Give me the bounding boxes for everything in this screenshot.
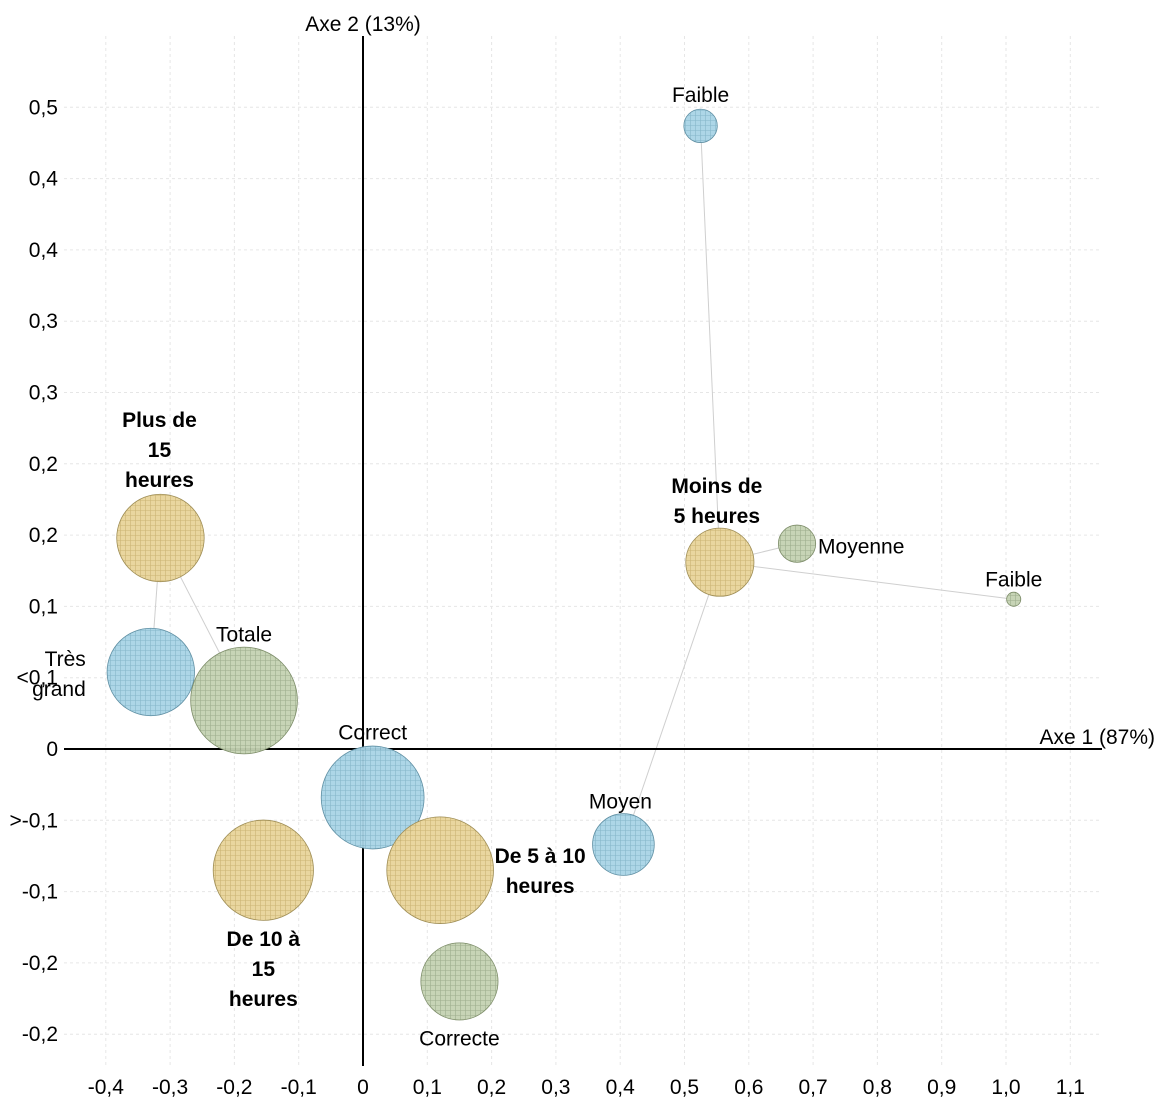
point-label-line: 15 — [252, 958, 276, 981]
bubble-tr-s-grand — [106, 627, 195, 717]
bubble-correcte — [420, 942, 499, 1021]
bubble-de-5-10-heures — [386, 816, 494, 924]
x-tick-label: 0,9 — [927, 1076, 956, 1099]
point-label-line: De 10 à — [227, 928, 301, 951]
x-tick-label: 0,1 — [413, 1076, 442, 1099]
bubble-correct — [320, 745, 425, 850]
bubble-moyenne — [777, 524, 817, 563]
bubble-faible — [1006, 591, 1022, 607]
x-tick-label: -0,2 — [216, 1076, 252, 1099]
x-tick-label: 0,4 — [606, 1076, 636, 1099]
x-tick-label: 0,6 — [734, 1076, 763, 1099]
point-label-line: Moins de — [671, 475, 762, 498]
y-tick-label: 0,1 — [29, 595, 58, 618]
point-label-line: Très — [45, 648, 86, 671]
x-tick-label: 0,5 — [670, 1076, 699, 1099]
point-label-line: Plus de — [122, 409, 197, 432]
x-tick-label: -0,1 — [281, 1076, 317, 1099]
point-label: Correcte — [419, 1027, 500, 1050]
bubble-plus-de-15-heures — [116, 493, 205, 583]
bubble-moyen — [592, 813, 655, 876]
y-tick-label: 0,4 — [29, 239, 59, 262]
bubble-de-10-15-heures — [212, 819, 314, 921]
y-tick-label: <0,1 — [17, 667, 58, 690]
point-label: Faible — [985, 568, 1042, 591]
x-tick-label: -0,3 — [152, 1076, 188, 1099]
point-label: Moyen — [589, 791, 652, 814]
x-tick-label: 1,0 — [991, 1076, 1020, 1099]
point-label-line: heures — [506, 875, 575, 898]
point-label-line: De 5 à 10 — [495, 845, 586, 868]
point-label-line: heures — [229, 988, 298, 1011]
tick-labels: -0,4 -0,3 -0,2 -0,1 0 0,1 0,2 0,3 0,4 0,5 0,6 0,7 0,… — [10, 96, 1085, 1099]
point-label: Plus de 15 heures — [122, 409, 197, 492]
point-label: Totale — [216, 624, 272, 647]
y-tick-label: -0,2 — [22, 1023, 58, 1046]
connector-line — [622, 562, 721, 845]
point-label-line: grand — [32, 678, 86, 701]
point-labels: Faible Moyen Correct Très grand Moins de 5 heu… — [32, 84, 1042, 1051]
y-axis-title: Axe 2 (13%) — [305, 13, 421, 36]
x-axis-title: Axe 1 (87%) — [1039, 726, 1155, 749]
connector-line — [700, 125, 721, 563]
point-label: De 10 à 15 heures — [227, 928, 301, 1011]
point-label: Correct — [338, 721, 407, 744]
point-label: Moins de 5 heures — [671, 475, 762, 528]
point-label: Faible — [672, 84, 729, 107]
y-tick-label: >-0,1 — [10, 809, 58, 832]
point-label: Moyenne — [818, 536, 904, 559]
point-label-line: 15 — [148, 439, 172, 462]
x-tick-label: 1,1 — [1056, 1076, 1085, 1099]
axes: Axe 1 (87%) Axe 2 (13%) — [64, 13, 1155, 1066]
point-label: De 5 à 10 heures — [495, 845, 586, 898]
y-tick-label: 0,2 — [29, 453, 58, 476]
y-tick-label: 0 — [46, 738, 58, 761]
y-tick-label: -0,2 — [22, 952, 58, 975]
x-tick-label: 0 — [357, 1076, 369, 1099]
y-tick-label: 0,3 — [29, 382, 58, 405]
bubble-faible — [683, 108, 718, 143]
bubbles — [106, 108, 1022, 1021]
x-tick-label: -0,4 — [88, 1076, 125, 1099]
point-label-line: heures — [125, 469, 194, 492]
x-tick-label: 0,3 — [541, 1076, 570, 1099]
bubble-moins-de-5-heures — [685, 527, 755, 597]
x-tick-label: 0,2 — [477, 1076, 506, 1099]
bubble-totale — [190, 646, 298, 755]
x-tick-label: 0,7 — [798, 1076, 827, 1099]
y-tick-label: 0,5 — [29, 96, 58, 119]
y-tick-label: 0,4 — [29, 168, 59, 191]
y-tick-label: 0,3 — [29, 310, 58, 333]
y-tick-label: -0,1 — [22, 881, 58, 904]
connector-line — [719, 561, 1014, 600]
point-label: Très grand — [32, 648, 86, 701]
point-label-line: 5 heures — [674, 505, 760, 528]
grid-lines — [64, 36, 1102, 1066]
y-tick-label: 0,2 — [29, 524, 58, 547]
x-tick-label: 0,8 — [863, 1076, 892, 1099]
